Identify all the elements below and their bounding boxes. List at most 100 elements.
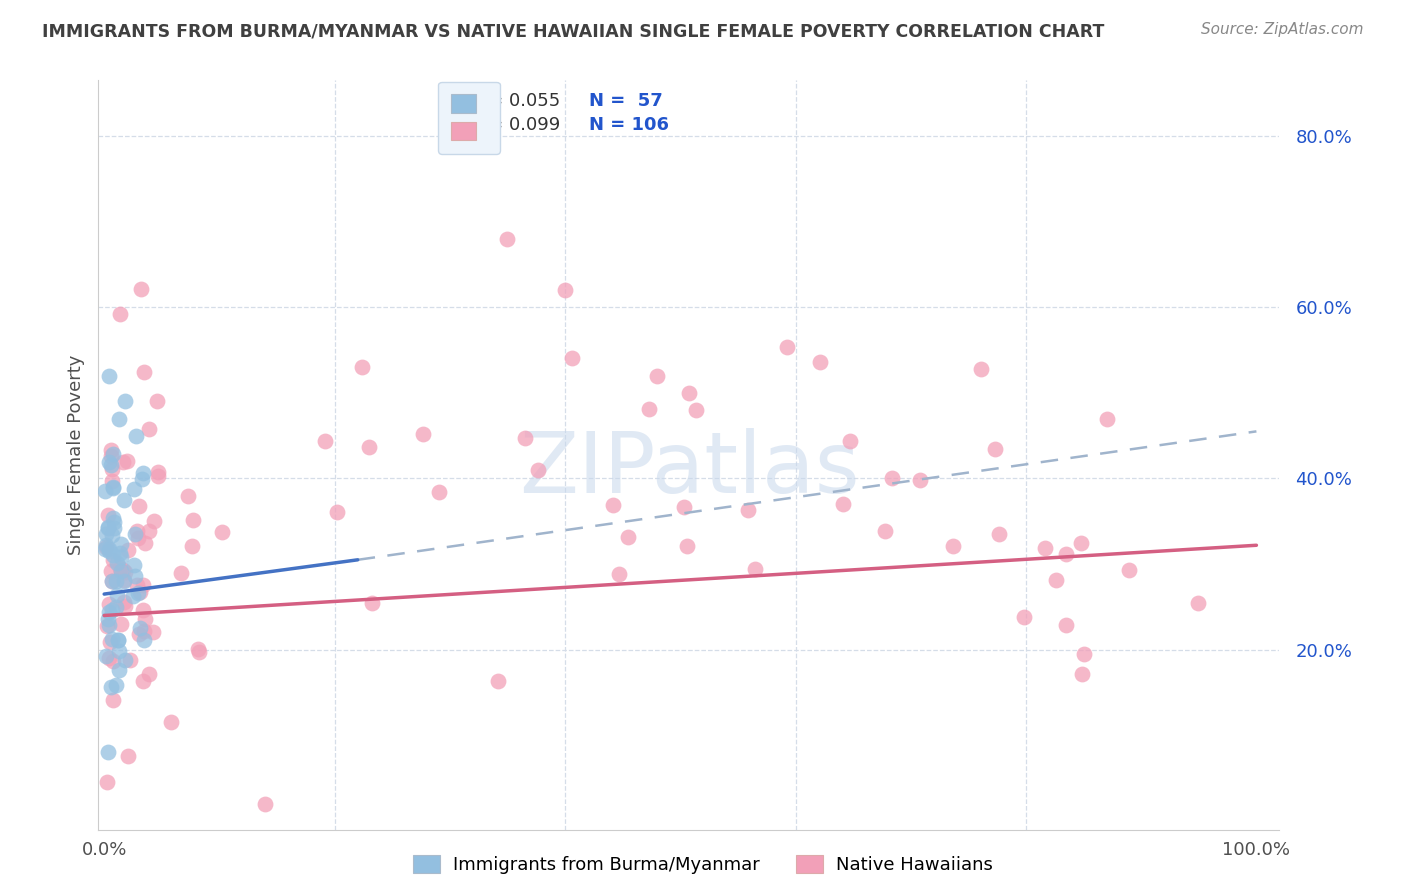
Point: [134, 535, 156, 549]
Point: [100, 574, 122, 588]
Point: [142, 624, 165, 639]
Point: [103, 515, 125, 529]
Legend: , : ,: [439, 82, 499, 154]
Point: [96, 527, 118, 541]
Point: [128, 627, 150, 641]
Point: [128, 621, 150, 635]
Point: [120, 653, 142, 667]
Point: [110, 564, 132, 578]
Point: [112, 563, 135, 577]
Text: ZIPatlas: ZIPatlas: [519, 428, 859, 511]
Point: [108, 644, 131, 658]
Point: [685, 403, 707, 417]
Point: [146, 394, 169, 409]
Point: [97, 508, 120, 523]
Point: [496, 232, 519, 246]
Point: [672, 500, 695, 514]
Point: [103, 548, 125, 562]
Point: [101, 632, 124, 647]
Point: [124, 527, 146, 541]
Point: [180, 539, 202, 553]
Text: R = 0.099: R = 0.099: [471, 116, 561, 134]
Point: [988, 526, 1011, 541]
Point: [93, 541, 115, 556]
Point: [131, 472, 153, 486]
Point: [132, 578, 155, 592]
Point: [97, 541, 120, 556]
Point: [744, 562, 766, 576]
Point: [554, 283, 576, 297]
Point: [122, 558, 145, 572]
Point: [112, 595, 135, 609]
Point: [125, 577, 148, 591]
Point: [100, 681, 122, 695]
Point: [97, 597, 120, 611]
Point: [138, 667, 160, 681]
Point: [776, 340, 799, 354]
Point: [97, 368, 120, 383]
Text: IMMIGRANTS FROM BURMA/MYANMAR VS NATIVE HAWAIIAN SINGLE FEMALE POVERTY CORRELATI: IMMIGRANTS FROM BURMA/MYANMAR VS NATIVE …: [42, 22, 1105, 40]
Point: [146, 465, 169, 479]
Point: [96, 774, 118, 789]
Point: [105, 556, 128, 570]
Point: [122, 483, 145, 497]
Point: [105, 599, 128, 614]
Point: [645, 368, 668, 383]
Point: [112, 455, 135, 469]
Point: [882, 470, 904, 484]
Point: [112, 573, 135, 587]
Point: [984, 442, 1007, 457]
Point: [134, 612, 156, 626]
Point: [1070, 667, 1092, 681]
Point: [94, 483, 117, 498]
Point: [942, 539, 965, 553]
Point: [127, 585, 149, 599]
Point: [97, 520, 120, 534]
Point: [96, 618, 118, 632]
Point: [103, 693, 125, 707]
Point: [112, 574, 135, 589]
Point: [1054, 618, 1077, 632]
Point: [100, 564, 122, 578]
Point: [97, 612, 120, 626]
Point: [98, 618, 121, 632]
Point: [98, 634, 121, 648]
Point: [115, 454, 138, 468]
Point: [132, 633, 155, 648]
Point: [211, 524, 233, 539]
Point: [114, 565, 136, 579]
Point: [170, 566, 193, 580]
Text: N =  57: N = 57: [589, 92, 662, 111]
Point: [101, 603, 124, 617]
Point: [254, 797, 277, 811]
Point: [1070, 535, 1092, 549]
Point: [160, 714, 183, 729]
Legend: Immigrants from Burma/Myanmar, Native Hawaiians: Immigrants from Burma/Myanmar, Native Ha…: [405, 846, 1001, 883]
Point: [112, 493, 135, 508]
Point: [908, 474, 931, 488]
Y-axis label: Single Female Poverty: Single Female Poverty: [66, 355, 84, 555]
Point: [97, 544, 120, 558]
Point: [737, 503, 759, 517]
Point: [810, 355, 832, 369]
Point: [110, 546, 132, 560]
Point: [125, 429, 148, 443]
Point: [134, 624, 156, 639]
Point: [602, 499, 624, 513]
Point: [117, 543, 139, 558]
Point: [676, 539, 699, 553]
Point: [142, 514, 165, 528]
Point: [315, 434, 337, 448]
Point: [108, 663, 131, 677]
Point: [146, 469, 169, 483]
Text: N = 106: N = 106: [589, 116, 668, 134]
Point: [101, 511, 124, 525]
Point: [124, 568, 146, 582]
Point: [326, 504, 349, 518]
Point: [100, 458, 122, 472]
Point: [513, 431, 536, 445]
Point: [607, 567, 630, 582]
Point: [110, 561, 132, 575]
Point: [427, 485, 450, 500]
Point: [638, 401, 661, 416]
